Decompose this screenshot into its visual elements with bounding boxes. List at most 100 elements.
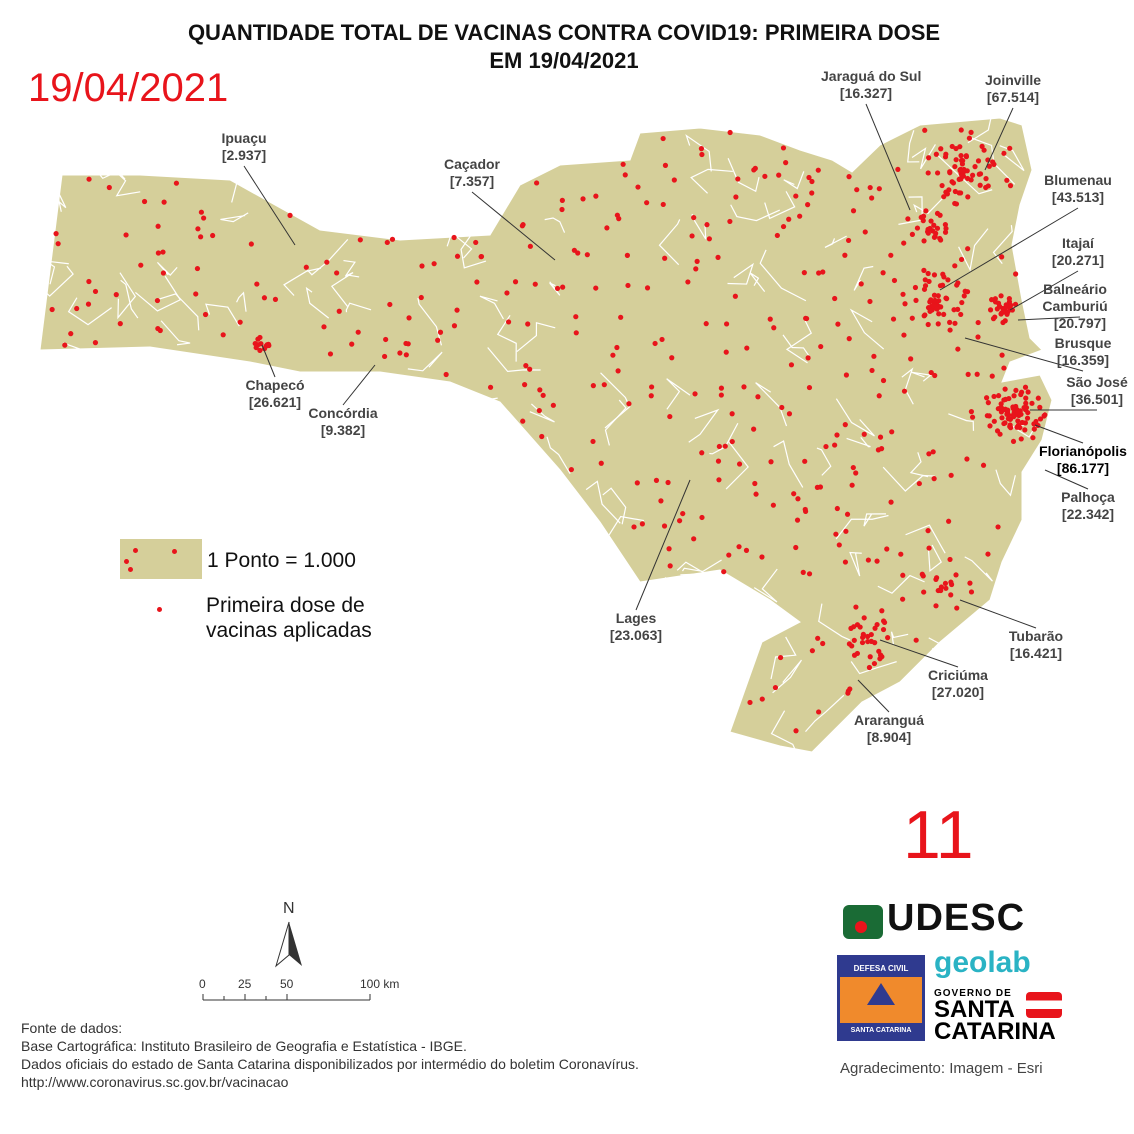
city-label: Itajaí [20.271]	[1033, 235, 1123, 269]
vaccine-dot	[927, 225, 933, 232]
vaccine-dot	[803, 315, 810, 322]
vaccine-dot	[698, 146, 705, 152]
vaccine-dot	[975, 334, 981, 340]
north-arrow-icon	[275, 921, 290, 968]
vaccine-dot	[86, 278, 92, 285]
vaccine-dot	[935, 293, 941, 299]
vaccine-dot	[384, 239, 390, 246]
vaccine-dot	[1006, 295, 1012, 302]
vaccine-dot	[931, 222, 937, 228]
vaccine-dot	[991, 393, 997, 400]
municipality-border	[155, 293, 200, 331]
municipality-border	[783, 171, 805, 190]
municipality-border	[685, 134, 712, 172]
vaccine-dot	[854, 187, 860, 193]
vaccine-dot	[620, 161, 626, 167]
vaccine-dot	[891, 277, 898, 284]
vaccine-dot	[850, 208, 857, 214]
vaccine-dot	[1011, 393, 1017, 399]
sc-flag-icon	[1026, 992, 1062, 1018]
vaccine-dot	[780, 145, 787, 151]
municipality-border	[120, 279, 139, 319]
vaccine-dot	[975, 158, 982, 164]
vaccine-dot	[934, 225, 941, 231]
vaccine-dot	[953, 201, 960, 207]
vaccine-dot	[726, 552, 732, 558]
vaccine-dot	[685, 279, 691, 285]
vaccine-dot	[888, 252, 894, 258]
vaccine-dot	[691, 536, 697, 542]
vaccine-dot	[92, 288, 99, 295]
city-name: Araranguá	[853, 712, 925, 728]
vaccine-dot	[860, 634, 866, 641]
vaccine-dot	[1010, 405, 1016, 411]
vaccine-dot	[1004, 411, 1010, 417]
city-label: Caçador [7.357]	[427, 156, 517, 190]
vaccine-dot	[968, 589, 975, 595]
vaccine-dot	[598, 460, 604, 466]
leader-line	[471, 191, 556, 261]
city-label: Chapecó [26.621]	[230, 377, 320, 411]
governo-sc-logo: GOVERNO DE SANTA CATARINA	[934, 988, 1064, 1044]
vaccine-dot	[715, 254, 721, 260]
vaccine-dot	[943, 225, 949, 232]
vaccine-dot	[1033, 418, 1039, 425]
vaccine-dot	[573, 330, 579, 336]
municipality-border	[818, 603, 851, 641]
municipality-border	[968, 136, 1016, 185]
vaccine-dot	[835, 321, 841, 327]
municipality-border	[770, 710, 797, 752]
vaccine-dot	[955, 280, 961, 286]
vaccine-dot	[923, 208, 929, 214]
vaccine-dot	[955, 346, 961, 352]
vaccine-dot	[659, 336, 665, 343]
vaccine-dot	[662, 255, 668, 261]
vaccine-dot	[473, 239, 479, 246]
vaccine-dot	[964, 456, 970, 462]
vaccine-dot	[1015, 418, 1021, 424]
vaccine-dot	[969, 414, 976, 420]
vaccine-dot	[960, 169, 966, 175]
vaccine-dot	[625, 282, 631, 289]
vaccine-dot	[755, 394, 761, 400]
source-link[interactable]: http://www.coronavirus.sc.gov.br/vacinac…	[21, 1074, 289, 1090]
vaccine-dot	[950, 180, 957, 186]
vaccine-dot	[568, 466, 574, 473]
vaccine-dot	[665, 479, 671, 486]
vaccine-dot	[806, 384, 813, 391]
vaccine-dot	[512, 279, 519, 285]
vaccine-dot	[653, 477, 660, 483]
city-value: [86.177]	[1056, 460, 1110, 476]
leader-line	[865, 103, 911, 211]
vaccine-dot	[658, 498, 664, 504]
vaccine-dot	[559, 197, 565, 203]
leader-line	[261, 344, 276, 378]
vaccine-dot	[867, 184, 873, 191]
vaccine-dot	[862, 229, 868, 235]
vaccine-dot	[593, 193, 599, 199]
vaccine-dot	[671, 177, 677, 183]
vaccine-dot	[809, 178, 815, 185]
vaccine-dot	[958, 127, 964, 133]
municipality-border	[849, 308, 885, 350]
vaccine-dot	[947, 556, 953, 563]
vaccine-dot	[334, 270, 340, 276]
vaccine-dot	[736, 544, 742, 550]
vaccine-dot	[936, 298, 942, 304]
vaccine-dot	[1008, 425, 1014, 431]
vaccine-dot	[932, 297, 938, 304]
vaccine-dot	[802, 458, 808, 464]
vaccine-dot	[938, 146, 944, 152]
vaccine-dot	[871, 353, 877, 359]
municipality-border	[446, 231, 473, 259]
vaccine-dot	[977, 182, 983, 188]
vaccine-dot	[953, 145, 959, 152]
vaccine-dot	[934, 170, 941, 176]
vaccine-dot	[933, 230, 939, 236]
vaccine-dot	[922, 283, 929, 289]
vaccine-dot	[842, 559, 849, 565]
vaccine-dot	[435, 337, 441, 343]
vaccine-dot	[998, 401, 1004, 407]
municipality-border	[898, 196, 923, 225]
